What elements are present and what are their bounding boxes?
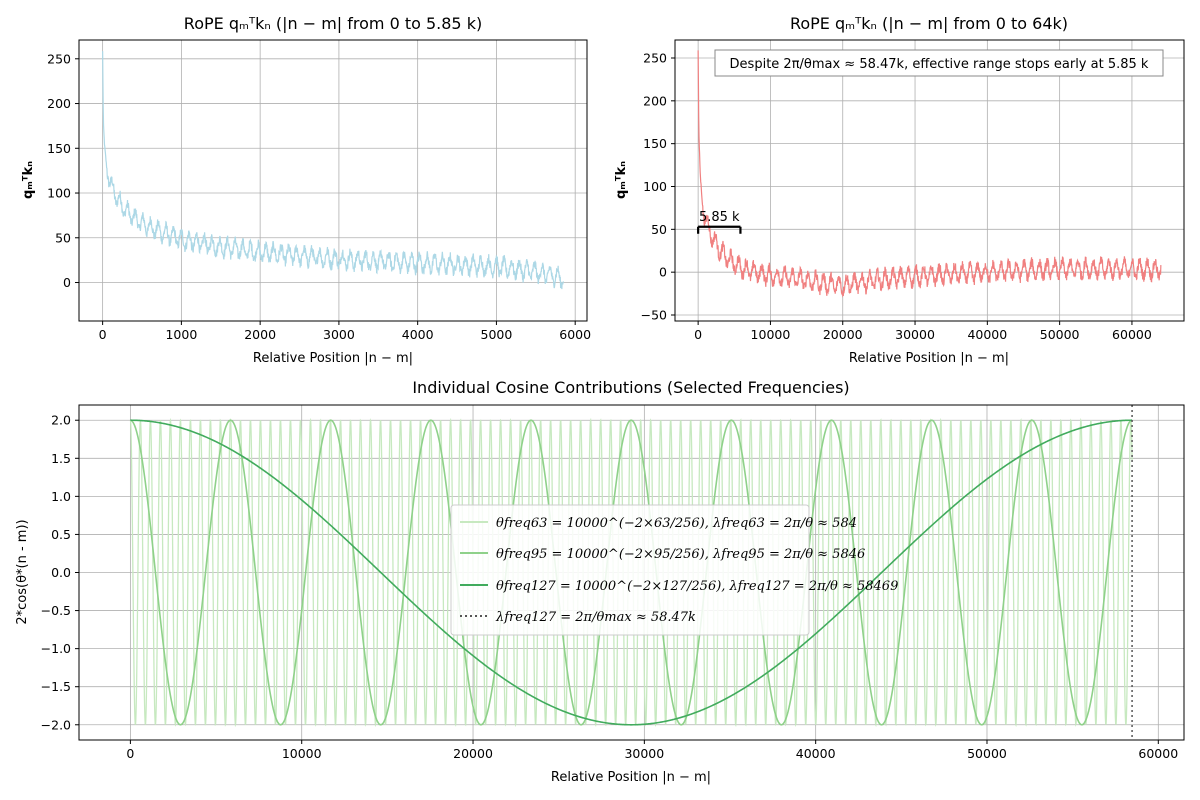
x-tick-label: 60000	[1112, 327, 1152, 342]
y-tick-label: 250	[47, 51, 71, 66]
x-tick-label: 2000	[244, 327, 276, 342]
x-tick-label: 50000	[1040, 327, 1080, 342]
x-tick-label: 1000	[165, 327, 197, 342]
series-line	[102, 51, 564, 290]
chart-left-xlabel: Relative Position |n − m|	[253, 351, 413, 366]
y-tick-label: 0.5	[51, 527, 71, 542]
chart-right-bracket-label: 5.85 k	[699, 210, 740, 225]
chart-bottom-xlabel: Relative Position |n − m|	[551, 770, 711, 785]
chart-right-annotation-text: Despite 2π/θmax ≈ 58.47k, effective rang…	[730, 57, 1149, 72]
x-tick-label: 40000	[796, 746, 836, 761]
chart-left: 0 1000 2000 3000 4000 5000 6000 0 50 100 150 200 250…	[21, 14, 591, 366]
chart-left-series	[102, 51, 564, 290]
chart-left-ticks: 0 1000 2000 3000 4000 5000 6000 0 50 100 150 200 250	[47, 51, 591, 342]
y-tick-label: 100	[643, 179, 667, 194]
y-tick-label: 200	[643, 93, 667, 108]
x-tick-label: 4000	[402, 327, 434, 342]
x-tick-label: 3000	[323, 327, 355, 342]
y-tick-label: 150	[643, 136, 667, 151]
y-tick-label: 50	[55, 230, 71, 245]
y-tick-label: −2.0	[41, 717, 71, 732]
chart-bottom-title: Individual Cosine Contributions (Selecte…	[412, 378, 849, 397]
y-tick-label: 200	[47, 96, 71, 111]
chart-right-title: RoPE qₘᵀkₙ (|n − m| from 0 to 64k)	[790, 14, 1068, 33]
chart-bottom-series	[129, 405, 1133, 740]
legend-label-freq63: θfreq63 = 10000^(−2×63/256), λfreq63 = 2…	[496, 516, 857, 531]
x-tick-label: 50000	[967, 746, 1007, 761]
legend-box	[450, 504, 810, 636]
y-tick-label: 250	[643, 50, 667, 65]
y-tick-label: −50	[641, 308, 667, 323]
chart-right-bracket	[697, 225, 742, 234]
cosine-series	[130, 419, 1133, 726]
y-tick-label: −1.0	[41, 641, 71, 656]
x-tick-label: 10000	[751, 327, 791, 342]
chart-right-ticks: 0 10000 20000 30000 40000 50000 60000 −50 0 50 100…	[641, 50, 1152, 342]
chart-right-annotation-box	[714, 49, 1164, 77]
chart-right-frame	[674, 39, 1185, 322]
y-tick-label: 50	[651, 222, 667, 237]
x-tick-label: 20000	[823, 327, 863, 342]
y-tick-label: 0.0	[51, 565, 71, 580]
x-tick-label: 0	[694, 327, 702, 342]
chart-left-plot-area	[79, 40, 587, 321]
x-tick-label: 0	[126, 746, 134, 761]
y-tick-label: −0.5	[41, 603, 71, 618]
y-tick-label: 150	[47, 141, 71, 156]
x-tick-label: 30000	[895, 327, 935, 342]
x-tick-label: 30000	[624, 746, 664, 761]
chart-bottom-legend: θfreq63 = 10000^(−2×63/256), λfreq63 = 2…	[450, 504, 898, 636]
x-tick-label: 40000	[967, 327, 1007, 342]
legend-label-freq95: θfreq95 = 10000^(−2×95/256), λfreq95 = 2…	[496, 547, 865, 562]
cosine-series	[129, 417, 1133, 728]
x-tick-label: 10000	[282, 746, 322, 761]
chart-bottom-ticks: 0 10000 20000 30000 40000 50000 60000 −2.0 −1.5 −…	[41, 413, 1179, 761]
legend-label-freq127: θfreq127 = 10000^(−2×127/256), λfreq127 …	[496, 579, 898, 594]
x-tick-label: 0	[99, 327, 107, 342]
y-tick-label: 1.5	[51, 451, 71, 466]
chart-right-series	[697, 50, 1162, 298]
chart-right: 0 10000 20000 30000 40000 50000 60000 −50 0 50 100…	[614, 14, 1185, 366]
chart-left-ylabel: qₘᵀkₙ	[21, 161, 36, 199]
y-tick-label: 1.0	[51, 489, 71, 504]
chart-left-title: RoPE qₘᵀkₙ (|n − m| from 0 to 5.85 k)	[184, 14, 482, 33]
x-tick-label: 5000	[481, 327, 513, 342]
chart-bottom-ylabel: 2*cos(θ*(n - m))	[15, 519, 30, 624]
y-tick-label: −1.5	[41, 679, 71, 694]
chart-right-ylabel: qₘᵀkₙ	[614, 161, 629, 199]
chart-left-frame	[78, 39, 588, 322]
legend-label-wavelength: λfreq127 = 2π/θmax ≈ 58.47k	[495, 610, 696, 625]
y-tick-label: 0	[63, 275, 71, 290]
x-tick-label: 20000	[453, 746, 493, 761]
chart-bottom: 0 10000 20000 30000 40000 50000 60000 −2.0 −1.5 −…	[15, 378, 1185, 785]
y-tick-label: 0	[659, 265, 667, 280]
chart-right-plot-area	[675, 40, 1184, 321]
series-line	[697, 50, 1162, 298]
x-tick-label: 60000	[1138, 746, 1178, 761]
y-tick-label: 100	[47, 186, 71, 201]
chart-right-xlabel: Relative Position |n − m|	[849, 351, 1009, 366]
x-tick-label: 6000	[559, 327, 591, 342]
y-tick-label: 2.0	[51, 413, 71, 428]
cosine-series	[130, 419, 1133, 726]
